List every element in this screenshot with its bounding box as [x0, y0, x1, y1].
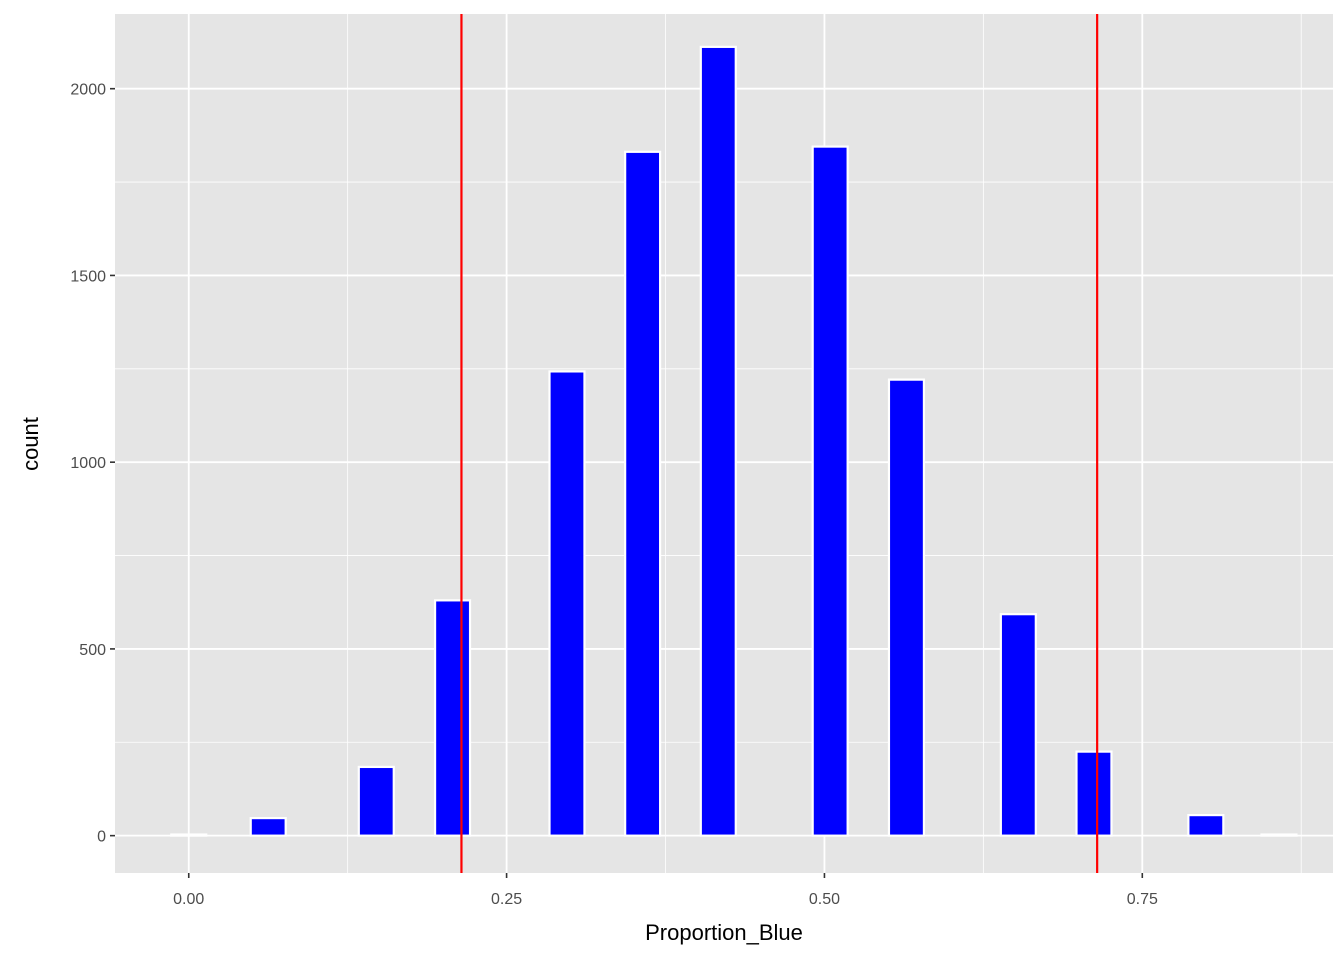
histogram-bar [1260, 833, 1298, 837]
histogram-bar [357, 765, 395, 837]
y-tick-label: 2000 [70, 82, 106, 99]
x-tick-label: 0.25 [491, 891, 522, 908]
y-tick-label: 1000 [70, 455, 106, 472]
x-tick-label: 0.00 [173, 891, 204, 908]
y-axis-title: count [18, 417, 43, 471]
x-axis-ticks: 0.00 0.25 0.50 0.75 [173, 873, 1158, 908]
histogram-bar [433, 599, 472, 837]
histogram-bar [249, 816, 287, 837]
histogram-bar [624, 150, 662, 837]
histogram-bar [1187, 814, 1225, 837]
histogram-bar [170, 833, 208, 837]
y-tick-label: 1500 [70, 268, 106, 285]
histogram-bar [699, 45, 737, 837]
x-axis-title: Proportion_Blue [645, 920, 803, 945]
x-tick-label: 0.75 [1127, 891, 1158, 908]
reference-lines [460, 14, 1099, 873]
histogram-bar [999, 613, 1037, 837]
histogram-bar [1075, 750, 1113, 837]
histogram-bar [887, 378, 926, 837]
histogram-bar [811, 145, 849, 837]
bars [170, 45, 1298, 837]
y-axis-ticks: 0 500 1000 1500 2000 [70, 82, 115, 846]
x-tick-label: 0.50 [809, 891, 840, 908]
y-tick-label: 500 [79, 642, 106, 659]
histogram-bar [548, 370, 586, 837]
y-tick-label: 0 [97, 829, 106, 846]
